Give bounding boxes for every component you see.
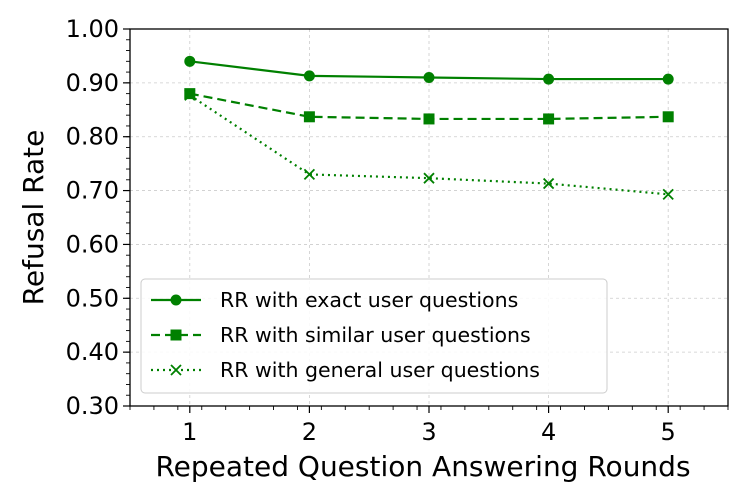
- y-tick-label: 0.90: [66, 69, 119, 97]
- y-tick-label: 0.60: [66, 230, 119, 258]
- series-x: [184, 89, 674, 200]
- data-point: [303, 70, 315, 82]
- legend-label: RR with similar user questions: [220, 323, 531, 347]
- data-point: [184, 88, 196, 100]
- x-axis-title: Repeated Question Answering Rounds: [155, 450, 690, 483]
- data-point: [423, 113, 435, 125]
- data-point: [543, 73, 555, 85]
- legend-marker: [170, 364, 182, 376]
- data-point: [662, 188, 674, 200]
- y-axis-title: Refusal Rate: [17, 130, 50, 306]
- series-layer: [184, 55, 674, 200]
- legend-label: RR with general user questions: [220, 358, 540, 382]
- data-point: [303, 168, 316, 181]
- x-tick-label: 1: [182, 418, 197, 446]
- y-tick-label: 0.30: [66, 392, 119, 420]
- legend-marker: [170, 329, 182, 341]
- data-point: [184, 89, 196, 101]
- y-axis-ticks: 0.30 0.40 0.50 0.60 0.70 0.80 0.90 1.00: [66, 15, 130, 420]
- y-tick-label: 0.70: [66, 177, 119, 205]
- y-tick-label: 0.80: [66, 123, 119, 151]
- x-tick-label: 3: [421, 418, 436, 446]
- series-square: [184, 88, 674, 125]
- legend-label: RR with exact user questions: [220, 288, 518, 312]
- data-point: [662, 73, 674, 85]
- data-point: [542, 177, 555, 190]
- y-tick-label: 0.40: [66, 338, 119, 366]
- series-circle: [184, 55, 674, 85]
- data-point: [662, 111, 674, 123]
- legend-entry: RR with exact user questions: [151, 288, 518, 312]
- legend-marker: [170, 294, 182, 306]
- x-axis-ticks: 1 2 3 4 5: [182, 406, 676, 446]
- legend-box: [140, 278, 608, 394]
- data-point: [423, 71, 435, 83]
- legend-entry: RR with general user questions: [151, 358, 540, 382]
- x-tick-label: 5: [661, 418, 676, 446]
- x-tick-label: 2: [302, 418, 317, 446]
- legend-entry: RR with similar user questions: [151, 323, 531, 347]
- data-point: [543, 113, 555, 125]
- y-tick-label: 1.00: [66, 15, 119, 43]
- data-point: [303, 111, 315, 123]
- legend: RR with exact user questions RR with simi…: [140, 278, 608, 394]
- x-tick-label: 4: [541, 418, 556, 446]
- data-point: [423, 172, 435, 184]
- data-point: [184, 55, 196, 67]
- y-tick-label: 0.50: [66, 284, 119, 312]
